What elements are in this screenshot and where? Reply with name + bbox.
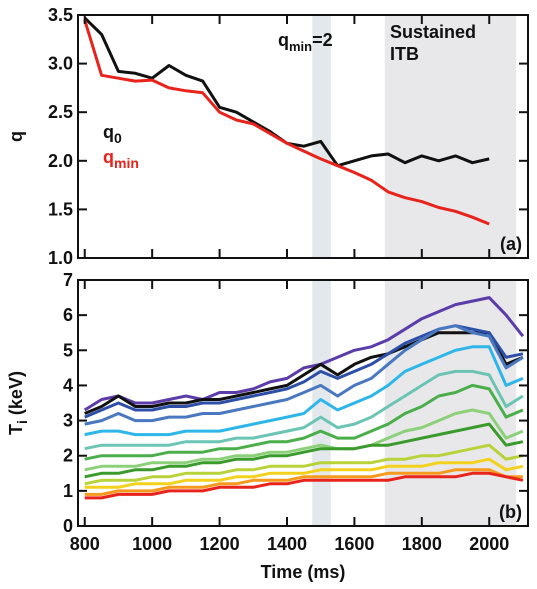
plot-frame xyxy=(77,14,529,259)
legend-name: q xyxy=(103,122,114,142)
x-tick-label: 1600 xyxy=(334,534,374,554)
y-tick-label: 2.0 xyxy=(48,151,73,171)
y-axis-label-unit: (keV) xyxy=(6,371,26,420)
y-axis-label-main: q xyxy=(6,131,26,142)
shaded-band xyxy=(384,280,517,526)
y-tick-label: 2 xyxy=(63,446,73,466)
data-line xyxy=(84,471,524,500)
y-tick-label: 4 xyxy=(63,375,73,395)
y-tick-label: 3.0 xyxy=(48,54,73,74)
y-tick-label: 5 xyxy=(63,340,73,360)
data-line xyxy=(84,369,524,451)
annotation: ITB xyxy=(390,44,419,64)
data-line xyxy=(84,324,524,426)
data-line xyxy=(84,383,524,461)
data-line xyxy=(84,443,524,486)
data-line xyxy=(83,296,525,412)
annotation-main: q xyxy=(278,30,289,50)
annotation: qmin=2 xyxy=(278,30,333,54)
data-line xyxy=(84,345,524,437)
y-tick-label: 6 xyxy=(63,305,73,325)
plot-frame xyxy=(77,279,529,527)
annotation: Sustained xyxy=(390,22,476,42)
y-tick-label: 0 xyxy=(63,516,73,536)
y-axis-label: q xyxy=(6,131,26,142)
panel-label: (b) xyxy=(499,502,522,522)
panel-label: (a) xyxy=(500,234,522,254)
y-tick-label: 2.5 xyxy=(48,102,73,122)
y-axis-label-sub: i xyxy=(14,420,30,424)
y-axis-label: Ti (keV) xyxy=(6,371,30,435)
data-line xyxy=(84,331,524,415)
y-tick-label: 1.5 xyxy=(48,199,73,219)
data-line xyxy=(84,422,524,479)
data-line xyxy=(84,468,523,496)
legend-entry: qmin xyxy=(103,147,139,171)
x-tick-label: 1200 xyxy=(200,534,240,554)
legend-entry: q0 xyxy=(103,122,122,146)
x-tick-label: 1000 xyxy=(132,534,172,554)
legend-sub: min xyxy=(114,155,139,171)
y-tick-label: 7 xyxy=(63,270,73,290)
data-line xyxy=(83,19,490,226)
x-tick-label: 800 xyxy=(70,534,100,554)
annotation-rest: =2 xyxy=(312,30,333,50)
x-axis-label: Time (ms) xyxy=(261,562,346,582)
x-tick-label: 2000 xyxy=(469,534,509,554)
y-tick-label: 1 xyxy=(63,481,73,501)
shaded-band xyxy=(312,15,331,258)
legend-sub: 0 xyxy=(114,130,122,146)
y-tick-label: 3.5 xyxy=(48,5,73,25)
annotation-sub: min xyxy=(289,39,312,54)
legend-name: q xyxy=(103,147,114,167)
y-tick-label: 3 xyxy=(63,411,73,431)
shaded-band xyxy=(384,15,517,258)
x-tick-label: 1800 xyxy=(402,534,442,554)
data-line xyxy=(84,408,524,472)
y-tick-label: 1.0 xyxy=(48,248,73,268)
x-tick-label: 1400 xyxy=(267,534,307,554)
y-axis-label-main: T xyxy=(6,424,26,435)
data-line xyxy=(84,457,524,489)
